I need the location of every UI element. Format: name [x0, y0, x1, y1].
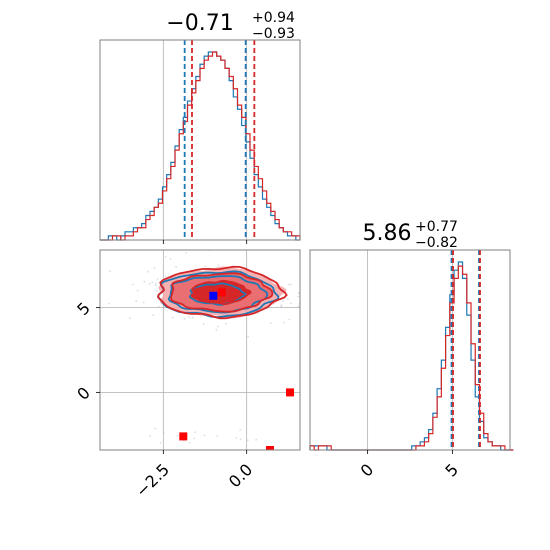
- bottom-left-sample-point: [108, 302, 110, 305]
- bottom-left-axes-frame: [99, 249, 301, 451]
- bottom-left-sample-point: [192, 316, 194, 319]
- bottom-left-sample-point: [154, 427, 157, 430]
- bottom-left-sample-point: [158, 305, 160, 308]
- bottom-left-sample-point: [204, 265, 207, 268]
- bottom-left-sample-point: [154, 283, 157, 285]
- bottom-left-sample-point: [297, 305, 300, 307]
- bottom-left-sample-point: [255, 438, 258, 441]
- bottom-right-hist-series-1: [309, 265, 514, 451]
- top-left-axes-frame: [99, 39, 301, 241]
- panel-top-left-histogram: −0.71 +0.94 −0.93: [99, 10, 301, 244]
- bottom-left-sample-point: [280, 304, 283, 307]
- bottom-left-sample-point: [171, 316, 174, 319]
- bottom-left-sample-point: [287, 283, 290, 286]
- bottom-left-sample-point: [287, 298, 289, 301]
- bottom-left-sample-point: [225, 322, 228, 325]
- bottom-left-x-tick-label: 0.0: [225, 460, 256, 491]
- bottom-left-sample-point: [282, 300, 284, 302]
- bottom-left-sample-point: [290, 302, 292, 305]
- bottom-left-sample-point: [135, 300, 138, 303]
- bottom-left-sample-point: [297, 292, 300, 294]
- bottom-left-sample-point: [164, 275, 167, 278]
- bottom-left-marker-0: [209, 291, 218, 300]
- bottom-left-sample-point: [132, 283, 134, 286]
- bottom-left-sample-point: [188, 441, 191, 444]
- bottom-left-sample-point: [257, 312, 259, 314]
- bottom-left-x-tick-label: −2.5: [132, 460, 173, 501]
- bottom-left-sample-point: [147, 270, 150, 273]
- bottom-left-sample-point: [153, 267, 156, 270]
- bottom-left-sample-point: [142, 301, 145, 304]
- bottom-left-sample-point: [334, 290, 336, 292]
- bottom-left-sample-point: [246, 439, 249, 442]
- bottom-left-sample-point: [353, 296, 355, 298]
- contour-line-series-1-level-1: [170, 272, 274, 313]
- bottom-left-sample-point: [164, 256, 167, 258]
- contour-line-series-1-level-2: [157, 265, 288, 320]
- bottom-left-sample-point: [193, 437, 195, 440]
- bottom-right-x-tick-label: 5: [441, 460, 462, 481]
- bottom-left-sample-point: [159, 441, 162, 444]
- bottom-left-sample-point: [162, 431, 165, 434]
- bottom-right-title: 5.86: [363, 221, 412, 246]
- bottom-left-sample-point: [143, 280, 146, 283]
- bottom-right-hist-series-0: [309, 261, 514, 451]
- top-left-title-value: −0.71: [166, 11, 233, 36]
- bottom-left-sample-point: [235, 437, 238, 439]
- top-left-title-plus: +0.94: [252, 10, 295, 26]
- bottom-left-y-tick-label: 5: [73, 298, 94, 319]
- bottom-left-sample-point: [96, 265, 98, 267]
- bottom-left-sample-point: [176, 434, 179, 437]
- contour-line-series-1-level-0: [190, 279, 252, 306]
- bottom-left-sample-point: [317, 296, 319, 298]
- bottom-left-sample-point: [297, 295, 300, 298]
- top-left-title: −0.71: [166, 11, 233, 36]
- bottom-left-marker-3: [179, 432, 188, 441]
- bottom-left-sample-point: [188, 316, 191, 319]
- bottom-left-sample-point: [247, 335, 249, 338]
- bottom-left-sample-point: [288, 318, 291, 321]
- bottom-right-title-value: 5.86: [363, 221, 412, 246]
- bottom-left-sample-point: [216, 434, 219, 437]
- bottom-left-sample-point: [136, 289, 139, 292]
- bottom-left-sample-point: [217, 264, 220, 266]
- bottom-left-sample-point: [169, 258, 172, 260]
- bottom-left-sample-point: [239, 429, 242, 431]
- panel-bottom-left-contour: −2.5 0.0 0 5: [73, 249, 355, 501]
- bottom-right-title-minus: −0.82: [415, 235, 458, 251]
- bottom-left-marker-4: [266, 446, 274, 450]
- bottom-right-axes-frame: [309, 249, 511, 451]
- bottom-left-sample-point: [239, 438, 242, 441]
- bottom-left-sample-point: [202, 323, 205, 326]
- bottom-left-sample-point: [184, 318, 186, 320]
- bottom-left-sample-point: [129, 317, 132, 320]
- bottom-left-sample-point: [109, 270, 112, 272]
- bottom-left-sample-point: [148, 282, 151, 285]
- bottom-left-sample-point: [270, 322, 272, 325]
- bottom-left-sample-point: [151, 281, 154, 284]
- bottom-left-sample-point: [156, 289, 158, 292]
- bottom-left-marker-2: [286, 388, 294, 397]
- bottom-left-sample-point: [152, 314, 155, 317]
- bottom-left-sample-point: [216, 325, 219, 328]
- bottom-left-sample-point: [203, 434, 206, 437]
- panel-bottom-right-histogram: 5.86 +0.77 −0.82 0 5: [309, 219, 514, 481]
- bottom-left-sample-point: [149, 435, 152, 437]
- bottom-right-x-tick-label: 0: [357, 460, 378, 481]
- top-left-title-minus: −0.93: [252, 26, 295, 42]
- bottom-left-sample-point: [194, 431, 197, 434]
- bottom-left-y-tick-label: 0: [73, 383, 94, 404]
- bottom-left-marker-1: [217, 288, 226, 297]
- bottom-right-title-plus: +0.77: [415, 219, 458, 235]
- bottom-left-sample-point: [290, 283, 292, 286]
- bottom-left-sample-point: [154, 284, 157, 287]
- bottom-left-sample-point: [283, 321, 285, 324]
- bottom-left-sample-point: [185, 252, 187, 254]
- top-left-hist-series-1: [100, 51, 301, 241]
- bottom-left-sample-point: [215, 328, 218, 331]
- bottom-left-sample-point: [175, 265, 178, 268]
- bottom-left-sample-point: [156, 278, 159, 280]
